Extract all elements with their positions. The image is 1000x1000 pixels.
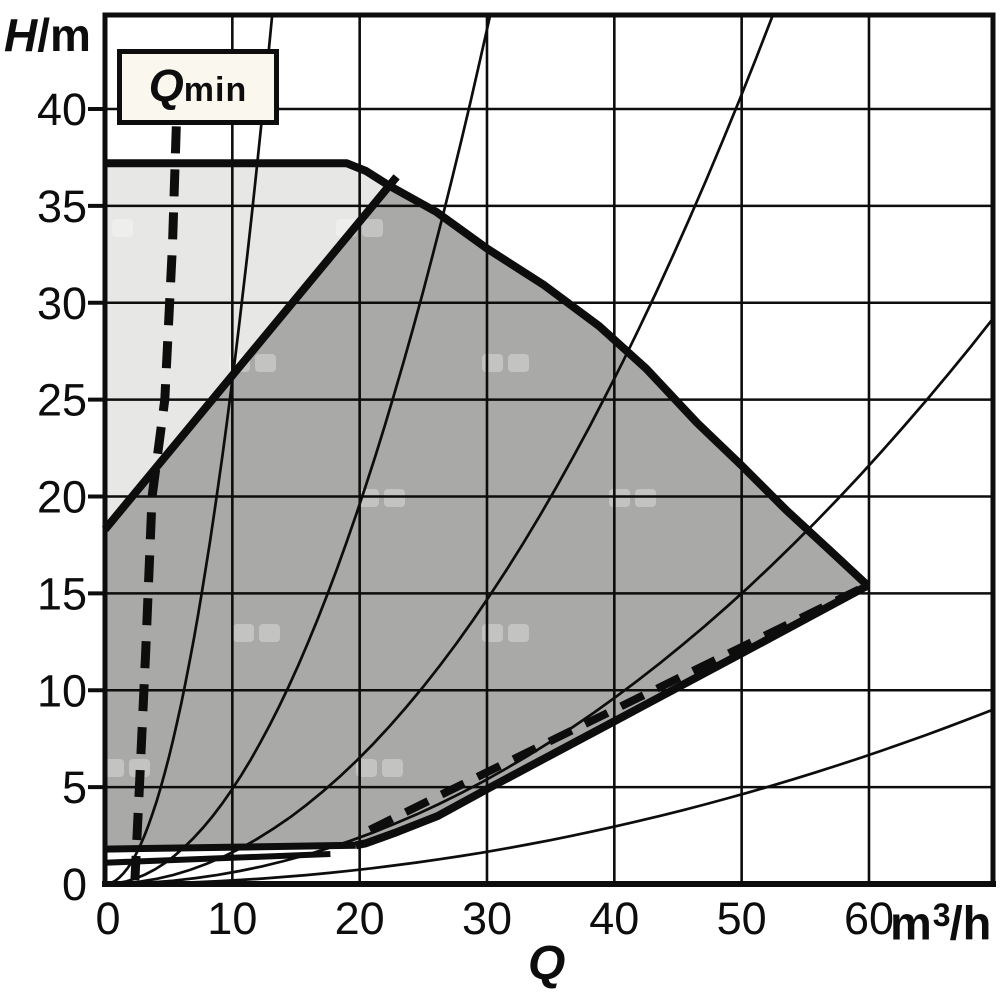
y-axis-unit: /m xyxy=(37,9,91,61)
qmin-limit-dashed-line xyxy=(130,126,181,881)
x-tick-label: 20 xyxy=(335,893,385,944)
min-flow-dashed-line xyxy=(368,584,865,834)
y-tick-label: 5 xyxy=(62,762,87,813)
y-axis-symbol: H xyxy=(4,9,38,61)
y-tick-label: 10 xyxy=(37,665,87,716)
max-speed-curve xyxy=(105,159,871,589)
watermark-icon xyxy=(103,759,124,777)
x-tick-label: 60 xyxy=(844,893,894,944)
watermark-icon xyxy=(382,759,403,777)
y-axis-title: H/m xyxy=(4,8,91,62)
watermark-icon xyxy=(635,489,656,507)
y-tick-label: 40 xyxy=(37,84,87,135)
watermark-icon xyxy=(482,354,503,372)
watermark-icon xyxy=(508,354,529,372)
y-tick-label: 15 xyxy=(37,568,87,619)
watermark-icon xyxy=(112,219,133,237)
lower-boundary xyxy=(355,582,870,850)
watermark-icon xyxy=(384,489,405,507)
watermark-icon xyxy=(635,759,656,777)
watermark-icon xyxy=(863,489,884,507)
watermark-icon xyxy=(609,489,630,507)
watermark-icon xyxy=(508,624,529,642)
x-tick-label: 0 xyxy=(95,893,120,944)
qmin-symbol: Q xyxy=(148,60,184,111)
watermark-icon xyxy=(889,489,910,507)
y-tick-label: 0 xyxy=(62,859,87,910)
y-tick-label: 35 xyxy=(37,181,87,232)
x-tick-label: 10 xyxy=(207,893,257,944)
y-tick-label: 25 xyxy=(37,375,87,426)
x-axis-title: Q xyxy=(528,937,566,990)
watermark-icon xyxy=(129,759,150,777)
x-axis-unit: m3/h xyxy=(890,896,992,950)
watermark-icon xyxy=(233,624,254,642)
bottom-edge xyxy=(104,841,356,853)
x-tick-label: 40 xyxy=(589,893,639,944)
system-curve xyxy=(106,708,993,886)
min-speed-curve xyxy=(104,851,331,866)
watermark-icon xyxy=(482,624,503,642)
y-tick-label: 20 xyxy=(37,472,87,523)
qmin-annotation-box: Qmin xyxy=(117,49,279,125)
watermark-icon xyxy=(255,354,276,372)
y-tick-label: 30 xyxy=(37,278,87,329)
watermark-icon xyxy=(259,624,280,642)
watermark-icon xyxy=(609,759,630,777)
watermark-icon xyxy=(86,219,107,237)
qmin-subscript: min xyxy=(183,71,248,109)
x-tick-label: 30 xyxy=(462,893,512,944)
watermark-icon xyxy=(356,759,377,777)
watermark-icon xyxy=(362,219,383,237)
x-tick-label: 50 xyxy=(717,893,767,944)
